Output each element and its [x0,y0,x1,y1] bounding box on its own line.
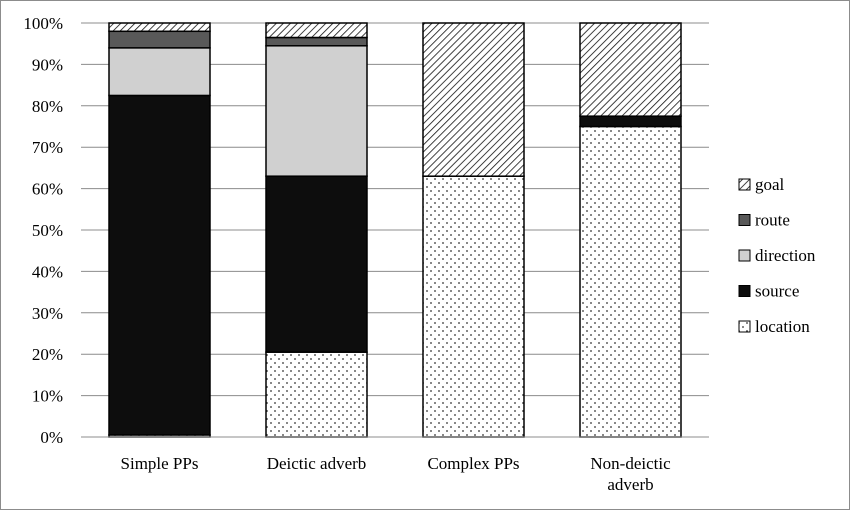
bar-segment-goal [422,22,525,177]
y-tick-label: 50% [32,221,63,240]
y-tick-label: 70% [32,138,63,157]
bar-segment-route [265,36,368,47]
bar-segment-location [265,351,368,438]
legend-label-goal: goal [755,175,785,194]
bars [108,22,682,438]
y-tick-label: 80% [32,97,63,116]
legend-swatch-route [738,214,751,226]
y-tick-label: 40% [32,262,63,281]
bar-segment-goal [265,22,368,39]
bar-segment-direction [265,45,368,177]
legend-swatch-direction [738,249,751,262]
bar-segment-route [108,30,211,49]
bar-segment-source [265,175,368,353]
y-tick-label: 20% [32,345,63,364]
y-tick-label: 0% [40,428,63,447]
legend-swatch-location [738,320,751,333]
legend: goal route direction source location [738,175,816,336]
legend-swatch-source [738,285,751,297]
bar-segment-location [579,125,682,438]
bar-segment-goal [108,22,211,33]
y-tick-label: 60% [32,180,63,199]
y-tick-label: 30% [32,304,63,323]
x-category-label: adverb [607,475,653,494]
legend-label-direction: direction [755,246,816,265]
x-category-label: Complex PPs [427,454,519,473]
bar-segment-location [422,175,525,438]
x-category-label: Non-deictic [590,454,671,473]
bar-segment-goal [579,22,682,117]
x-category-label: Simple PPs [121,454,199,473]
legend-label-location: location [755,317,810,336]
legend-label-route: route [755,211,790,230]
legend-swatch-goal [738,178,751,191]
bar-segment-direction [108,47,211,97]
axes: 0% 10% 20% 30% 40% 50% 60% 70% 80% 90% 100% Simple … [23,14,709,494]
y-tick-label: 10% [32,387,63,406]
y-tick-label: 100% [23,14,63,33]
y-tick-label: 90% [32,55,63,74]
bar-segment-source [108,94,211,436]
bar-segment-source [579,115,682,128]
x-category-label: Deictic adverb [267,454,367,473]
legend-label-source: source [755,282,799,301]
